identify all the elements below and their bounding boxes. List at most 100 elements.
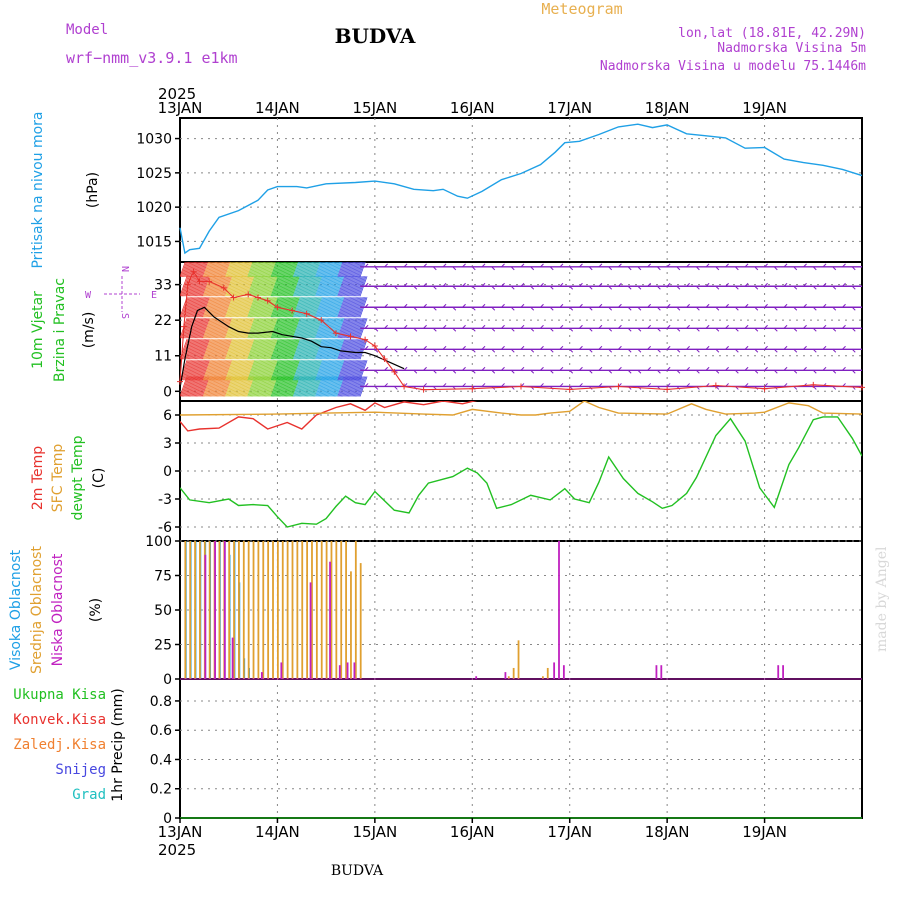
wind-barb bbox=[330, 276, 339, 297]
wind-barb bbox=[271, 339, 280, 360]
wind-barb bbox=[260, 262, 267, 277]
wind-barb bbox=[501, 345, 505, 350]
wind-gust-marker bbox=[371, 343, 378, 350]
wind-barb bbox=[310, 276, 319, 297]
wind-barb bbox=[247, 297, 256, 318]
wind-barb bbox=[297, 360, 306, 381]
wind-barb bbox=[253, 360, 262, 381]
cloud-bar bbox=[340, 541, 343, 679]
wind-barb bbox=[393, 348, 398, 353]
wind-barb bbox=[501, 383, 505, 387]
wind-barb bbox=[832, 348, 837, 353]
wind-barb bbox=[321, 339, 329, 360]
wind-barb bbox=[647, 383, 652, 387]
wind-barb bbox=[243, 318, 252, 339]
wind-barb bbox=[353, 262, 360, 277]
wind-barb bbox=[822, 303, 827, 308]
temp-sfc-label: SFC Temp bbox=[50, 444, 66, 513]
wind-barb bbox=[190, 276, 198, 297]
wind-barb bbox=[207, 297, 216, 318]
wind-barb bbox=[812, 285, 817, 290]
wind-barb bbox=[744, 345, 749, 350]
wind-barb bbox=[239, 262, 246, 277]
wind-barb bbox=[255, 276, 264, 297]
wind-barb bbox=[627, 369, 632, 374]
wind-barb bbox=[256, 339, 265, 360]
wind-barb bbox=[203, 318, 211, 339]
wind-barb bbox=[384, 345, 388, 350]
wind-barb bbox=[303, 339, 312, 360]
wind-barb bbox=[333, 297, 342, 318]
wind-barb bbox=[319, 276, 328, 297]
wind-barb bbox=[588, 369, 593, 374]
cloud-bar bbox=[553, 662, 556, 679]
wind-barb bbox=[812, 348, 817, 353]
wind-barb bbox=[501, 303, 505, 308]
wind-barb bbox=[208, 318, 217, 339]
wind-barb bbox=[222, 318, 231, 339]
cloud-bar bbox=[309, 582, 312, 679]
wind-barb bbox=[793, 306, 798, 311]
wind-barb bbox=[324, 318, 333, 339]
wind-barb bbox=[344, 360, 353, 381]
wind-barb bbox=[271, 360, 280, 381]
wind-barb bbox=[186, 318, 195, 339]
wind-barb bbox=[793, 327, 798, 332]
wind-barb bbox=[657, 285, 661, 290]
wind-gust-marker bbox=[362, 336, 369, 343]
wind-barb bbox=[241, 262, 248, 277]
wind-barb bbox=[305, 276, 314, 297]
wind-barb bbox=[193, 297, 202, 318]
wind-barb bbox=[350, 339, 359, 360]
wind-barb bbox=[239, 360, 248, 381]
wind-barb bbox=[352, 339, 361, 360]
wind-barb bbox=[253, 276, 262, 297]
wind-barb bbox=[250, 339, 259, 360]
wind-barb bbox=[329, 318, 338, 339]
wind-barb bbox=[269, 297, 278, 318]
wind-barb bbox=[520, 282, 525, 287]
wind-barb bbox=[262, 262, 269, 277]
wind-barb bbox=[325, 262, 332, 277]
wind-barb bbox=[232, 297, 240, 318]
wind-barb bbox=[393, 386, 398, 390]
wind-barb bbox=[221, 360, 230, 381]
wind-barb bbox=[647, 366, 652, 371]
y-tick-label: 0.6 bbox=[150, 723, 172, 739]
wind-barb bbox=[851, 266, 856, 271]
wind-barb bbox=[501, 324, 505, 329]
wind-barb bbox=[249, 297, 258, 318]
wind-barb bbox=[315, 276, 323, 297]
wind-barb bbox=[734, 306, 739, 311]
wind-barb bbox=[317, 339, 326, 360]
wind-barb bbox=[322, 360, 331, 381]
wind-barb bbox=[231, 297, 239, 318]
wind-barb bbox=[319, 297, 328, 318]
wind-barb bbox=[336, 297, 345, 318]
temp-2m-line bbox=[180, 401, 478, 432]
wind-barb bbox=[344, 339, 353, 360]
wind-barb bbox=[803, 303, 807, 308]
wind-barb bbox=[314, 318, 322, 339]
y-tick-label: 0.2 bbox=[150, 782, 172, 798]
wind-barb bbox=[215, 262, 222, 277]
cloud-bar bbox=[189, 541, 192, 679]
wind-barb bbox=[540, 282, 544, 287]
wind-barb bbox=[530, 327, 535, 332]
wind-barb bbox=[214, 262, 221, 277]
wind-barb bbox=[235, 360, 244, 381]
wind-barb bbox=[291, 339, 300, 360]
wind-barb bbox=[832, 306, 837, 311]
wind-barb bbox=[754, 348, 759, 353]
wind-barb bbox=[246, 297, 255, 318]
panel-frame-2 bbox=[179, 400, 863, 542]
wind-barb bbox=[559, 263, 564, 268]
wind-barb bbox=[291, 262, 298, 277]
wind-barb bbox=[208, 339, 217, 360]
wind-barb bbox=[267, 360, 276, 381]
x-tick-label-top: 15JAN bbox=[352, 99, 397, 117]
wind-barb bbox=[530, 285, 535, 290]
wind-barb bbox=[764, 366, 768, 371]
wind-barb bbox=[252, 297, 260, 318]
wind-barb bbox=[530, 306, 535, 311]
